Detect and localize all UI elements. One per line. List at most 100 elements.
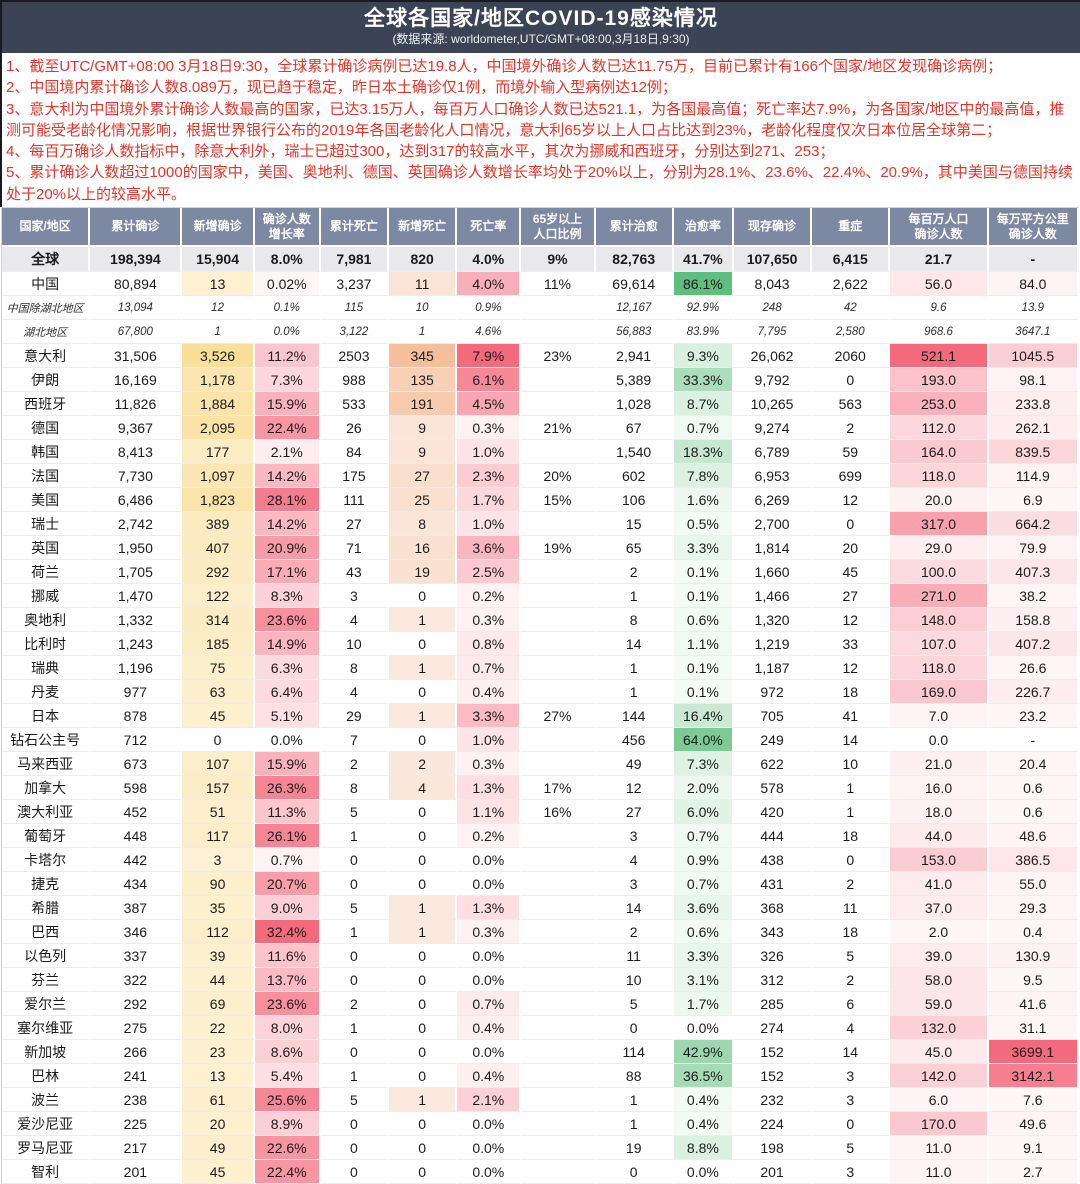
cell-col10: 343 bbox=[733, 920, 813, 945]
cell-col6: 0.0% bbox=[457, 1112, 522, 1137]
table-row-加拿大: 加拿大 598 157 26.3% 8 4 1.3% 17% 12 2.0% 578 1 16.0 0.6 bbox=[2, 776, 1079, 801]
cell-col11: 12 bbox=[812, 608, 891, 633]
cell-col7 bbox=[521, 872, 596, 897]
cell-col7 bbox=[521, 992, 596, 1017]
cell-col10: 9,792 bbox=[733, 368, 813, 393]
cell-col13: 130.9 bbox=[988, 944, 1079, 969]
cell-col2: 15,904 bbox=[182, 247, 255, 273]
cell-col6: 4.6% bbox=[457, 320, 522, 345]
cell-col6: 0.8% bbox=[457, 632, 522, 657]
cell-col9: 3.6% bbox=[673, 896, 734, 921]
cell-col12: 271.0 bbox=[890, 584, 989, 609]
cell-col1: 67,800 bbox=[90, 320, 183, 345]
country-name: 意大利 bbox=[2, 344, 91, 369]
cell-col2: 35 bbox=[182, 896, 255, 921]
cell-col2: 0 bbox=[182, 728, 255, 753]
country-name: 新加坡 bbox=[2, 1040, 91, 1065]
cell-col6: 0.0% bbox=[457, 872, 522, 897]
cell-col13: 0.4 bbox=[988, 920, 1079, 945]
cell-col12: 11.0 bbox=[890, 1160, 989, 1184]
cell-col6: 0.7% bbox=[457, 992, 522, 1017]
cell-col6: 0.4% bbox=[457, 1016, 522, 1041]
cell-col1: 80,894 bbox=[90, 272, 183, 297]
cell-col3: 23.6% bbox=[254, 992, 321, 1017]
country-name: 芬兰 bbox=[2, 968, 91, 993]
cell-col7 bbox=[521, 1016, 596, 1041]
table-row-葡萄牙: 葡萄牙 448 117 26.1% 1 0 0.2% 3 0.7% 444 18 44.0 48.6 bbox=[2, 824, 1079, 849]
country-name: 巴林 bbox=[2, 1064, 91, 1089]
cell-col8: 3 bbox=[595, 872, 674, 897]
cell-col12: 118.0 bbox=[890, 464, 989, 489]
cell-col9: 7.3% bbox=[673, 752, 734, 777]
cell-col5: 820 bbox=[389, 247, 458, 273]
cell-col13: - bbox=[988, 247, 1079, 273]
note-5: 5、累计确诊人数超过1000的国家中，美国、奥地利、德国、英国确诊人数增长率均处… bbox=[6, 164, 1073, 203]
cell-col10: 249 bbox=[733, 728, 813, 753]
cell-col3: 26.3% bbox=[254, 776, 321, 801]
cell-col6: 4.0% bbox=[457, 272, 522, 297]
cell-col8: 14 bbox=[595, 896, 674, 921]
cell-col1: 217 bbox=[90, 1136, 183, 1161]
cell-col1: 387 bbox=[90, 896, 183, 921]
cell-col1: 266 bbox=[90, 1040, 183, 1065]
cell-col8: 456 bbox=[595, 728, 674, 753]
cell-col12: 21.7 bbox=[890, 247, 989, 273]
cell-col7 bbox=[521, 920, 596, 945]
cell-col4: 7 bbox=[320, 728, 390, 753]
cell-col4: 27 bbox=[320, 512, 390, 537]
cell-col8: 69,614 bbox=[595, 272, 674, 297]
cell-col3: 6.3% bbox=[254, 656, 321, 681]
cell-col5: 0 bbox=[389, 1112, 458, 1137]
cell-col10: 578 bbox=[733, 776, 813, 801]
country-name: 西班牙 bbox=[2, 392, 91, 417]
cell-col10: 198 bbox=[733, 1136, 813, 1161]
cell-col13: 3142.1 bbox=[988, 1064, 1079, 1089]
table-row-中国除湖北地区: 中国除湖北地区 13,094 12 0.1% 115 10 0.9% 12,167 92.9% 2… bbox=[2, 296, 1079, 321]
cell-col10: 9,274 bbox=[733, 416, 813, 441]
cell-col10: 1,814 bbox=[733, 536, 813, 561]
cell-col12: 18.0 bbox=[890, 800, 989, 825]
cell-col4: 1 bbox=[320, 1064, 390, 1089]
cell-col7 bbox=[521, 368, 596, 393]
cell-col9: 1.7% bbox=[673, 992, 734, 1017]
cell-col1: 9,367 bbox=[90, 416, 183, 441]
cell-col3: 11.2% bbox=[254, 344, 321, 369]
cell-col13: 386.5 bbox=[988, 848, 1079, 873]
cell-col13: 26.6 bbox=[988, 656, 1079, 681]
cell-col10: 1,466 bbox=[733, 584, 813, 609]
cell-col4: 0 bbox=[320, 968, 390, 993]
cell-col9: 0.0% bbox=[673, 1016, 734, 1041]
cell-col5: 9 bbox=[389, 416, 458, 441]
cell-col9: 3.3% bbox=[673, 944, 734, 969]
cell-col8: 65 bbox=[595, 536, 674, 561]
cell-col12: 253.0 bbox=[890, 392, 989, 417]
cell-col9: 1.1% bbox=[673, 632, 734, 657]
cell-col7 bbox=[521, 1088, 596, 1113]
country-name: 瑞典 bbox=[2, 656, 91, 681]
cell-col12: 170.0 bbox=[890, 1112, 989, 1137]
cell-col5: 0 bbox=[389, 872, 458, 897]
cell-col6: 0.2% bbox=[457, 584, 522, 609]
table-row-美国: 美国 6,486 1,823 28.1% 111 25 1.7% 15% 106 1.6% 6,26… bbox=[2, 488, 1079, 513]
cell-col13: 31.1 bbox=[988, 1016, 1079, 1041]
country-name: 中国 bbox=[2, 272, 91, 297]
cell-col8: 14 bbox=[595, 632, 674, 657]
cell-col10: 1,320 bbox=[733, 608, 813, 633]
cell-col7: 16% bbox=[521, 800, 596, 825]
cell-col10: 107,650 bbox=[733, 247, 813, 273]
cell-col1: 878 bbox=[90, 704, 183, 729]
cell-col10: 438 bbox=[733, 848, 813, 873]
cell-col11: 1 bbox=[812, 800, 891, 825]
cell-col1: 1,243 bbox=[90, 632, 183, 657]
cell-col7: 19% bbox=[521, 536, 596, 561]
cell-col12: 193.0 bbox=[890, 368, 989, 393]
cell-col12: 118.0 bbox=[890, 656, 989, 681]
column-header-6: 死亡率 bbox=[457, 208, 522, 248]
cell-col5: 1 bbox=[389, 920, 458, 945]
cell-col5: 0 bbox=[389, 728, 458, 753]
table-row-英国: 英国 1,950 407 20.9% 71 16 3.6% 19% 65 3.3% 1,814 20 2… bbox=[2, 536, 1079, 561]
cell-col7 bbox=[521, 1040, 596, 1065]
cell-col4: 2503 bbox=[320, 344, 390, 369]
cell-col12: 45.0 bbox=[890, 1040, 989, 1065]
table-row-爱沙尼亚: 爱沙尼亚 225 20 8.9% 0 0 0.0% 1 0.4% 224 0 170.0 49.6 bbox=[2, 1112, 1079, 1137]
